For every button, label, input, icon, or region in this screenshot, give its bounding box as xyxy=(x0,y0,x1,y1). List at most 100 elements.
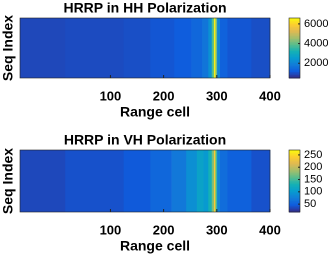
colorbar-swatch xyxy=(289,25,300,28)
heat-cell xyxy=(211,150,215,212)
colorbar-swatch xyxy=(289,176,300,179)
colorbar-swatch xyxy=(289,198,300,201)
heat-cell xyxy=(220,150,228,212)
axes-box xyxy=(19,17,271,79)
heat-cell xyxy=(186,150,198,212)
heat-cell xyxy=(217,150,221,212)
colorbar-tick-label: 150 xyxy=(304,173,322,185)
colorbar-swatch xyxy=(289,179,300,182)
heat-cell xyxy=(196,150,204,212)
heat-cell xyxy=(215,150,218,212)
colorbar-swatch xyxy=(289,63,300,65)
colorbar-swatch xyxy=(289,75,300,77)
colorbar-swatch xyxy=(289,204,300,207)
heat-cell xyxy=(251,150,271,212)
colorbar-box xyxy=(288,17,301,79)
x-tick-label: 200 xyxy=(153,88,175,103)
colorbar-swatch xyxy=(289,31,300,34)
colorbar-swatch xyxy=(289,194,300,197)
heat-cell xyxy=(217,18,221,78)
x-tick-label: 100 xyxy=(100,222,122,237)
heat-cell xyxy=(20,150,66,212)
colorbar-tick-label: 4000 xyxy=(304,37,328,49)
chart-title: HRRP in HH Polarization xyxy=(63,0,226,16)
colorbar-swatch xyxy=(289,54,300,56)
colorbar-swatch xyxy=(289,24,300,26)
colorbar-tick-label: 200 xyxy=(304,161,322,173)
x-tick-label: 300 xyxy=(206,222,228,237)
heat-cell xyxy=(227,150,252,212)
chart-title: HRRP in VH Polarization xyxy=(64,132,226,148)
x-tick-label: 100 xyxy=(100,88,122,103)
colorbar-swatch xyxy=(289,42,300,44)
colorbar-swatch xyxy=(289,157,300,160)
heat-cell xyxy=(65,150,125,212)
heat-cell xyxy=(203,150,209,212)
colorbar-swatch xyxy=(289,22,300,25)
colorbar-swatch xyxy=(289,55,300,58)
colorbar-swatch xyxy=(289,165,300,168)
colorbar-box xyxy=(288,149,301,213)
heat-cell xyxy=(123,150,151,212)
colorbar-swatch xyxy=(289,40,300,43)
colorbar-swatch xyxy=(289,52,300,55)
colorbar-swatch xyxy=(289,185,300,188)
heat-cell xyxy=(171,150,187,212)
colorbar-swatch xyxy=(289,36,300,38)
colorbar-swatch xyxy=(289,60,300,62)
colorbar-swatch xyxy=(289,163,300,166)
heat-cell xyxy=(65,18,125,78)
heat-cell xyxy=(213,150,216,212)
axes-box xyxy=(19,149,271,213)
colorbar-swatch xyxy=(289,19,300,22)
colorbar-swatch xyxy=(289,154,300,157)
x-tick-label: 400 xyxy=(259,88,281,103)
colorbar-swatch xyxy=(289,45,300,47)
heat-cell xyxy=(191,18,203,78)
colorbar-swatch xyxy=(289,160,300,163)
colorbar-swatch xyxy=(289,190,300,193)
heat-cell xyxy=(123,18,151,78)
colorbar-tick-label: 50 xyxy=(304,198,316,210)
colorbar-swatch xyxy=(289,70,300,73)
heat-cell xyxy=(20,18,66,78)
colorbar-swatch xyxy=(289,188,300,191)
colorbar-swatch xyxy=(289,37,300,40)
heat-cell xyxy=(150,150,172,212)
colorbar-swatch xyxy=(289,39,300,41)
colorbar-swatch xyxy=(289,48,300,50)
heat-cell xyxy=(220,18,228,78)
colorbar-swatch xyxy=(289,72,300,74)
colorbar-swatch xyxy=(289,162,300,165)
colorbar-swatch xyxy=(289,207,300,210)
heat-cell xyxy=(215,18,218,78)
colorbar-swatch xyxy=(289,46,300,49)
colorbar-swatch xyxy=(289,66,300,68)
colorbar-swatch xyxy=(289,196,300,199)
colorbar-swatch xyxy=(289,18,300,20)
colorbar-swatch xyxy=(289,150,300,153)
heat-cell xyxy=(251,18,271,78)
y-axis-label: Seq Index xyxy=(0,15,16,81)
heat-cell xyxy=(213,18,216,78)
colorbar-swatch xyxy=(289,167,300,170)
colorbar-swatch xyxy=(289,182,300,185)
x-tick-label: 300 xyxy=(206,88,228,103)
colorbar-swatch xyxy=(289,43,300,46)
colorbar-swatch xyxy=(289,58,300,61)
x-axis-label: Range cell xyxy=(120,104,190,120)
colorbar-swatch xyxy=(289,173,300,176)
y-axis-label: Seq Index xyxy=(0,148,16,214)
colorbar-swatch xyxy=(289,64,300,67)
colorbar-tick-label: 2000 xyxy=(304,57,328,69)
colorbar-swatch xyxy=(289,184,300,187)
colorbar-swatch xyxy=(289,49,300,52)
colorbar-swatch xyxy=(289,191,300,194)
colorbar-swatch xyxy=(289,21,300,23)
colorbar-swatch xyxy=(289,67,300,70)
colorbar-tick-label: 100 xyxy=(304,186,322,198)
colorbar-tick-label: 6000 xyxy=(304,18,328,30)
x-tick-label: 200 xyxy=(153,222,175,237)
colorbar-swatch xyxy=(289,34,300,37)
